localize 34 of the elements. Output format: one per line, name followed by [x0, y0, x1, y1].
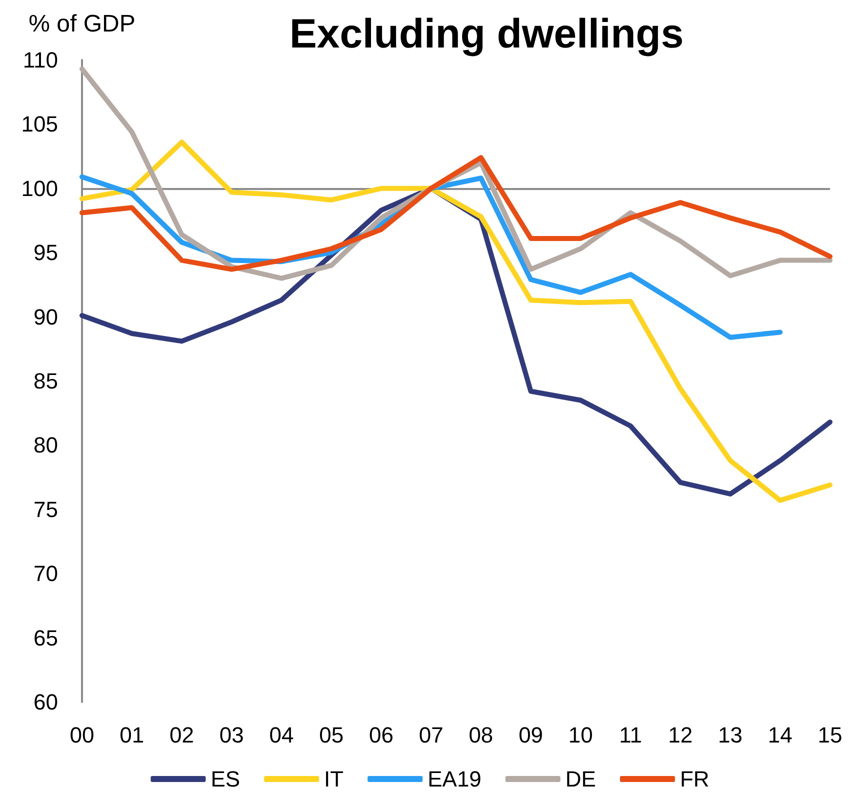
x-tick-label: 13	[718, 722, 743, 748]
y-tick-label: 70	[34, 561, 58, 586]
legend-label: EA19	[428, 766, 482, 792]
y-tick-label: 95	[34, 240, 58, 266]
y-tick-label: 60	[34, 690, 58, 714]
y-tick-label: 100	[21, 176, 58, 201]
legend-label: FR	[680, 766, 710, 792]
legend-label: ES	[210, 766, 240, 792]
x-tick-label: 10	[568, 722, 593, 748]
y-tick-label: 110	[22, 48, 58, 72]
y-tick-label: 75	[34, 496, 58, 522]
x-tick-label: 05	[319, 722, 344, 748]
x-tick-label: 07	[418, 722, 444, 748]
x-tick-label: 12	[668, 722, 693, 748]
x-tick-label: 06	[368, 722, 394, 748]
y-tick-label: 80	[34, 432, 58, 458]
chart-title: Excluding dwellings	[290, 10, 684, 56]
y-tick-label: 105	[21, 112, 58, 137]
y-axis-title: % of GDP	[28, 10, 136, 38]
y-tick-label: 65	[34, 625, 58, 650]
y-tick-label: 85	[34, 368, 58, 394]
x-tick-label: 08	[468, 722, 494, 748]
y-tick-label: 90	[34, 304, 58, 330]
x-tick-label: 00	[70, 722, 94, 748]
legend-label: DE	[565, 766, 596, 792]
x-tick-label: 14	[768, 722, 792, 748]
x-tick-label: 02	[169, 722, 194, 748]
x-tick-label: 11	[619, 722, 642, 748]
x-tick-label: 04	[269, 722, 294, 748]
legend-label: IT	[324, 766, 344, 792]
x-tick-label: 15	[818, 722, 842, 748]
x-tick-label: 03	[219, 722, 244, 748]
x-tick-label: 09	[518, 722, 544, 748]
x-tick-label: 01	[120, 722, 144, 748]
